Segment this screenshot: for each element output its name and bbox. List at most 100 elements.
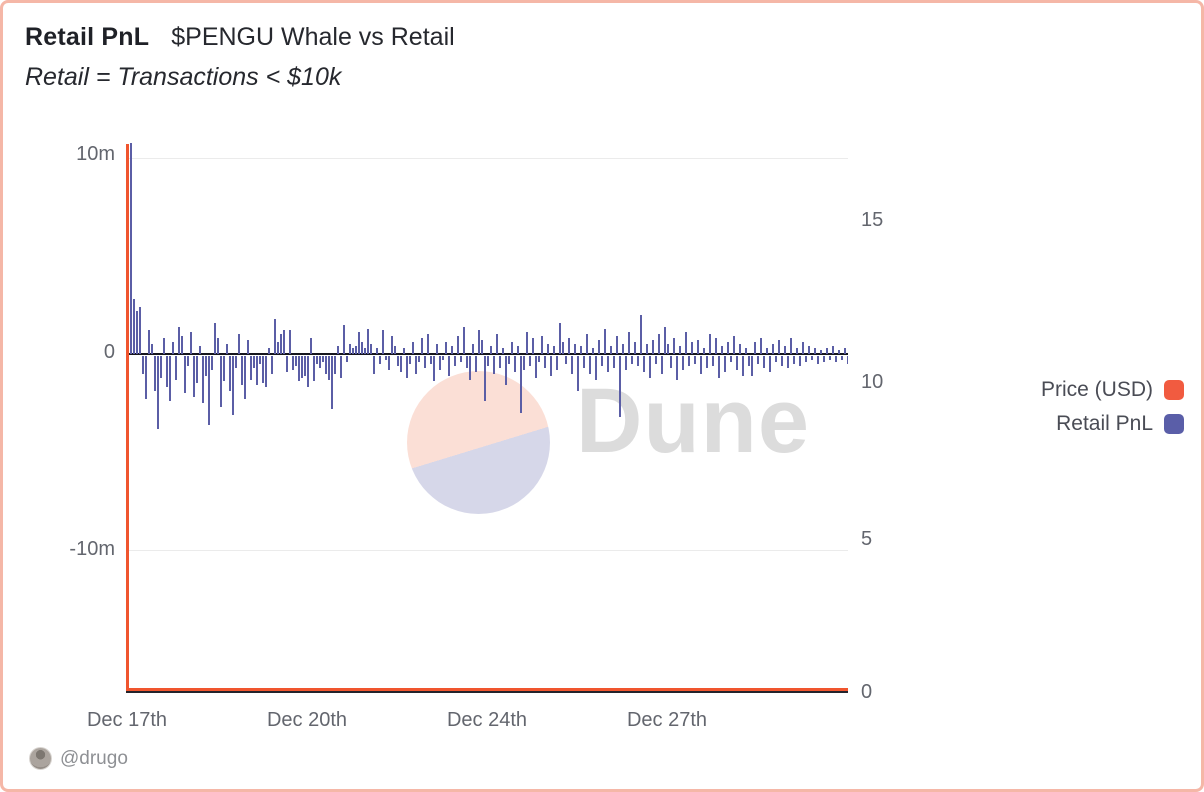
retail-pnl-bar [418, 356, 420, 362]
retail-pnl-bar [463, 326, 465, 354]
retail-pnl-bar [541, 336, 543, 354]
retail-pnl-bar [130, 143, 132, 354]
retail-pnl-bar [838, 350, 840, 354]
dune-watermark-text: Dune [576, 370, 810, 472]
retail-pnl-bar [709, 334, 711, 354]
retail-pnl-bar [334, 356, 336, 374]
x-axis-tick-dec20: Dec 20th [266, 709, 348, 731]
retail-pnl-bar [748, 356, 750, 366]
retail-pnl-bar [343, 324, 345, 354]
retail-pnl-bar [637, 356, 639, 366]
retail-pnl-bar [604, 328, 606, 354]
retail-pnl-bar [244, 356, 246, 400]
retail-pnl-bar [331, 356, 333, 409]
retail-pnl-bar [487, 356, 489, 366]
retail-pnl-bar [445, 342, 447, 354]
retail-pnl-bar [583, 356, 585, 368]
retail-pnl-bar [136, 310, 138, 354]
retail-pnl-bar [643, 356, 645, 372]
retail-pnl-bar [508, 356, 510, 364]
legend-label-price: Price (USD) [1040, 378, 1153, 401]
retail-pnl-bar [178, 326, 180, 354]
retail-pnl-bar [412, 342, 414, 354]
retail-pnl-bar [181, 336, 183, 354]
retail-pnl-bar [766, 348, 768, 354]
retail-pnl-bar [214, 322, 216, 354]
retail-pnl-bar [415, 356, 417, 374]
retail-pnl-bar [166, 356, 168, 388]
retail-pnl-bar [661, 356, 663, 374]
retail-pnl-bar [763, 356, 765, 368]
retail-pnl-bar [511, 342, 513, 354]
retail-pnl-bar [793, 356, 795, 364]
retail-pnl-bar [754, 342, 756, 354]
retail-pnl-bar [238, 334, 240, 354]
retail-pnl-bar [316, 356, 318, 364]
retail-pnl-bar [292, 356, 294, 370]
retail-pnl-bar [553, 346, 555, 354]
retail-pnl-bar [502, 348, 504, 354]
retail-pnl-bar [193, 356, 195, 398]
retail-pnl-bar [634, 342, 636, 354]
retail-pnl-bar [211, 356, 213, 370]
retail-pnl-bar [274, 318, 276, 354]
retail-pnl-bar [367, 328, 369, 354]
retail-pnl-bar [319, 356, 321, 368]
retail-pnl-bar [733, 336, 735, 354]
retail-pnl-bar [277, 342, 279, 354]
retail-pnl-bar [706, 356, 708, 368]
retail-pnl-bar [655, 356, 657, 364]
retail-pnl-bar [436, 344, 438, 354]
retail-pnl-bar [205, 356, 207, 376]
retail-pnl-bar [430, 356, 432, 364]
retail-pnl-bar [307, 356, 309, 388]
retail-pnl-bar [391, 336, 393, 354]
retail-pnl-bar [529, 356, 531, 366]
retail-pnl-bar [472, 344, 474, 354]
retail-pnl-bar [451, 346, 453, 354]
retail-pnl-bar [820, 350, 822, 354]
retail-pnl-bar [421, 338, 423, 354]
retail-pnl-bar [220, 356, 222, 407]
retail-pnl-bar [457, 336, 459, 354]
retail-pnl-bar [313, 356, 315, 382]
retail-pnl-bar [361, 342, 363, 354]
right-axis-tick-10: 10 [861, 371, 884, 393]
retail-pnl-bar [202, 356, 204, 404]
legend-item-price[interactable]: Price (USD) [1041, 378, 1184, 402]
zero-line [126, 353, 848, 355]
author-avatar [29, 747, 52, 770]
retail-pnl-bar [811, 356, 813, 360]
retail-pnl-bar [358, 332, 360, 354]
chart-title-bold: Retail PnL [25, 23, 150, 51]
retail-pnl-bar [760, 338, 762, 354]
dune-watermark-logo-icon [407, 371, 550, 514]
retail-pnl-bar [721, 346, 723, 354]
retail-pnl-bar [310, 338, 312, 354]
x-axis-tick-dec24: Dec 24th [446, 709, 528, 731]
retail-pnl-bar [517, 346, 519, 354]
left-axis-tick-10m: 10m [76, 143, 115, 165]
retail-pnl-bar [466, 356, 468, 368]
retail-pnl-bar [490, 346, 492, 354]
author-attribution[interactable]: @drugo [29, 747, 128, 770]
x-axis-tick-dec27: Dec 27th [626, 709, 708, 731]
retail-pnl-bar [265, 356, 267, 388]
right-axis-tick-15: 15 [861, 209, 884, 231]
retail-pnl-bar [481, 340, 483, 354]
retail-pnl-bar [775, 356, 777, 362]
retail-pnl-bar [835, 356, 837, 362]
legend-item-retail-pnl[interactable]: Retail PnL [1041, 412, 1184, 436]
retail-pnl-bar [844, 348, 846, 354]
retail-pnl-bar [790, 338, 792, 354]
retail-pnl-bar [475, 356, 477, 372]
chart-subtitle: Retail = Transactions < $10k [25, 63, 342, 91]
retail-pnl-bar [544, 356, 546, 368]
retail-pnl-bar [670, 356, 672, 368]
retail-pnl-bar [739, 344, 741, 354]
retail-pnl-bar [808, 346, 810, 354]
retail-pnl-bar [556, 356, 558, 370]
retail-pnl-bar [535, 356, 537, 378]
retail-pnl-bar [286, 356, 288, 372]
retail-pnl-bar [433, 356, 435, 382]
